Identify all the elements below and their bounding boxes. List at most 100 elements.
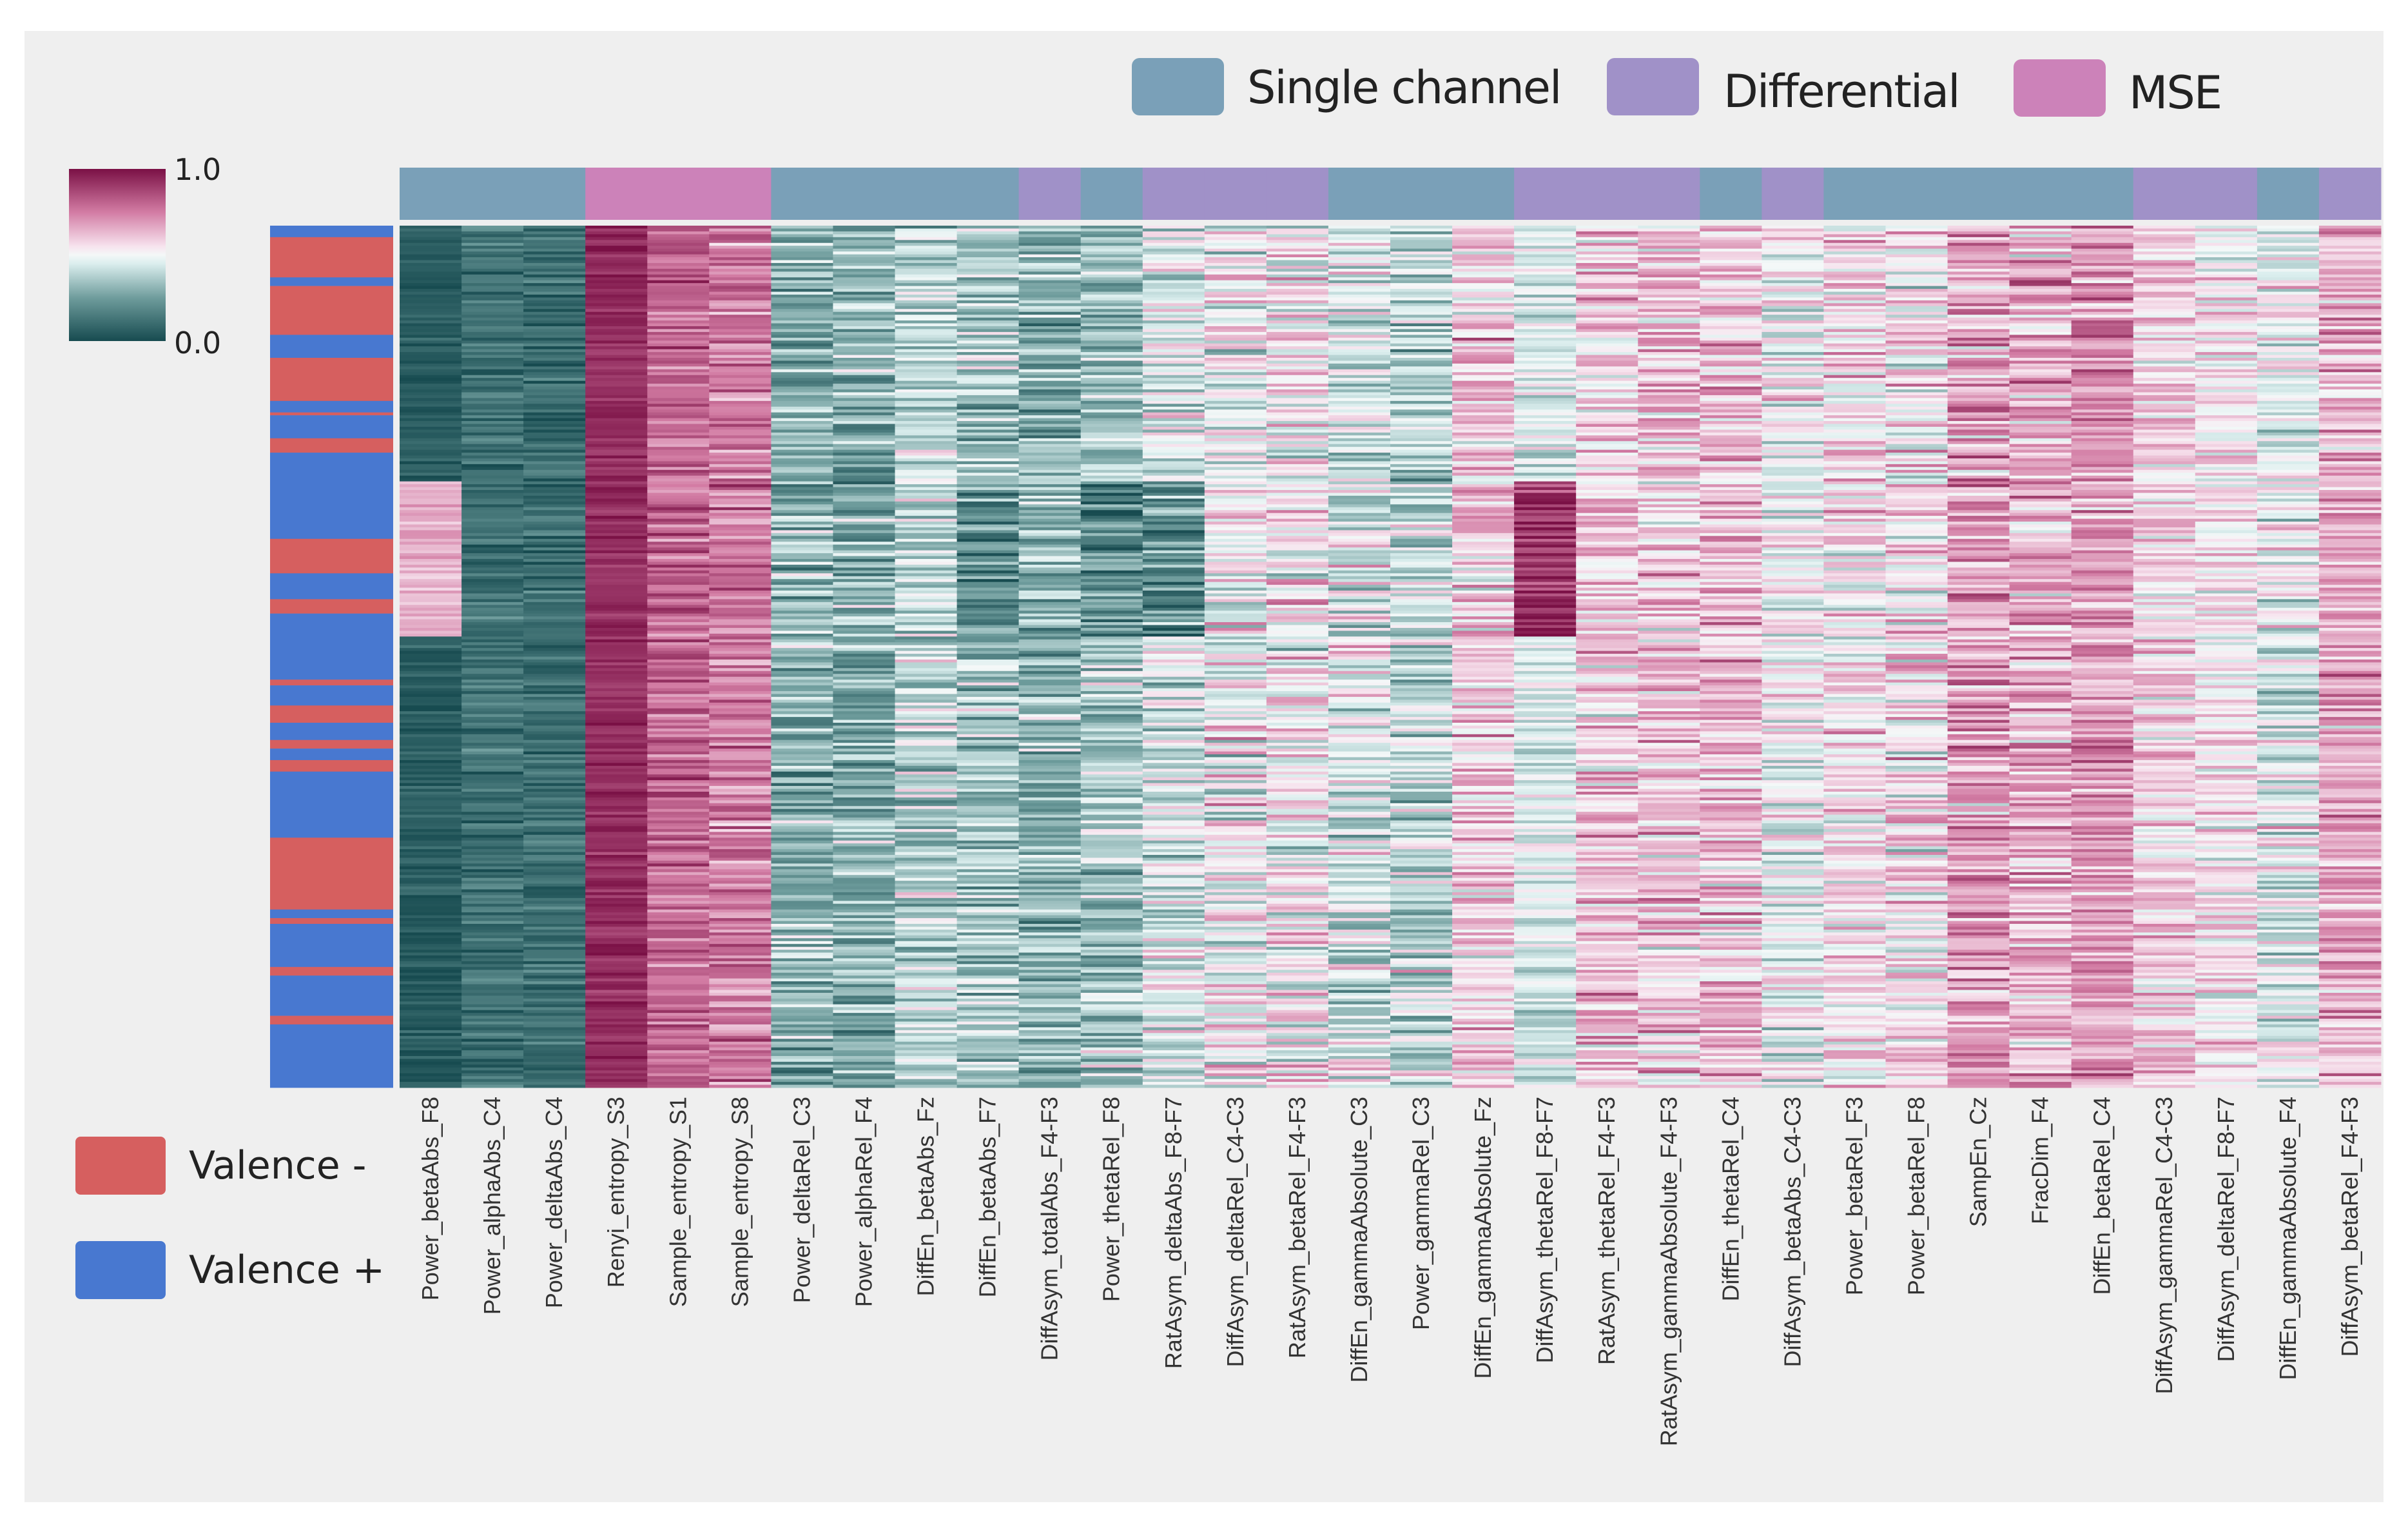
heatmap-cell (709, 765, 772, 769)
heatmap-cell (1018, 587, 1082, 591)
heatmap-cell (1018, 923, 1082, 927)
heatmap-cell (956, 749, 1020, 752)
heatmap-cell (709, 481, 772, 485)
heatmap-cell (1266, 708, 1329, 712)
heatmap-cell (461, 1055, 524, 1059)
heatmap-cell (895, 248, 958, 252)
heatmap-cell (585, 1033, 648, 1037)
heatmap-cell (400, 246, 462, 250)
heatmap-cell (400, 389, 462, 393)
heatmap-cell (956, 654, 1020, 657)
heatmap-cell (461, 737, 524, 741)
heatmap-cell (1142, 498, 1205, 502)
heatmap-cell (1204, 277, 1267, 281)
heatmap-cell (895, 794, 958, 798)
heatmap-cell (771, 429, 833, 433)
heatmap-cell (833, 516, 895, 519)
heatmap-cell (1328, 504, 1391, 508)
heatmap-cell (400, 728, 462, 732)
heatmap-cell (1328, 1076, 1391, 1080)
heatmap-cell (523, 700, 586, 703)
heatmap-cell (1266, 837, 1329, 841)
heatmap-cell (833, 694, 895, 698)
heatmap-cell (956, 226, 1020, 229)
heatmap-cell (523, 1055, 586, 1059)
heatmap-cell (523, 315, 586, 318)
heatmap-cell (400, 688, 462, 692)
heatmap-cell (647, 375, 710, 378)
heatmap-cell (1080, 490, 1143, 493)
heatmap-cell (1080, 320, 1143, 324)
heatmap-cell (461, 702, 524, 706)
heatmap-cell (585, 935, 648, 939)
heatmap-cell (523, 266, 586, 269)
heatmap-cell (461, 946, 524, 950)
heatmap-cell (461, 607, 524, 611)
heatmap-cell (709, 886, 772, 890)
heatmap-cell (1204, 714, 1267, 718)
heatmap-cell (1328, 363, 1391, 367)
heatmap-cell (1204, 1027, 1267, 1031)
heatmap-cell (647, 820, 710, 824)
heatmap-cell (709, 234, 772, 238)
heatmap-cell (400, 843, 462, 847)
heatmap-cell (709, 846, 772, 850)
heatmap-cell (1328, 941, 1391, 945)
heatmap-cell (895, 929, 958, 933)
heatmap-cell (585, 237, 648, 240)
heatmap-cell (1018, 843, 1082, 847)
heatmap-cell (523, 286, 586, 289)
heatmap-cell (1390, 458, 1453, 462)
heatmap-cell (1204, 642, 1267, 646)
heatmap-cell (895, 562, 958, 565)
heatmap-cell (461, 903, 524, 907)
valence-segment (270, 685, 393, 706)
heatmap-cell (523, 337, 586, 341)
heatmap-cell (400, 375, 462, 378)
heatmap-cell (833, 702, 895, 706)
heatmap-cell (1204, 636, 1267, 640)
heatmap-cell (1080, 946, 1143, 950)
heatmap-cell (833, 743, 895, 747)
heatmap-cell (833, 846, 895, 850)
heatmap-cell (1328, 720, 1391, 723)
heatmap-cell (1204, 688, 1267, 692)
heatmap-cell (461, 938, 524, 942)
heatmap-cell (647, 926, 710, 930)
heatmap-cell (1328, 435, 1391, 439)
heatmap-cell (1390, 467, 1453, 471)
heatmap-cell (1080, 518, 1143, 522)
heatmap-cell (895, 690, 958, 694)
heatmap-cell (523, 717, 586, 720)
heatmap-cell (523, 513, 586, 516)
heatmap-cell (833, 889, 895, 893)
heatmap-cell (1142, 662, 1205, 666)
heatmap-cell (523, 656, 586, 660)
heatmap-cell (895, 636, 958, 640)
heatmap-cell (1204, 582, 1267, 585)
heatmap-cell (771, 280, 833, 284)
heatmap-cell (400, 832, 462, 836)
heatmap-cell (647, 585, 710, 588)
heatmap-cell (647, 234, 710, 238)
heatmap-cell (461, 855, 524, 858)
heatmap-cell (1142, 929, 1205, 933)
heatmap-cell (1018, 685, 1082, 689)
heatmap-cell (956, 337, 1020, 341)
heatmap-cell (523, 636, 586, 640)
heatmap-cell (1142, 935, 1205, 939)
heatmap-cell (709, 823, 772, 827)
heatmap-cell (1390, 369, 1453, 373)
heatmap-cell (1266, 656, 1329, 660)
heatmap-cell (647, 607, 710, 611)
heatmap-cell (1080, 369, 1143, 373)
heatmap-cell (1266, 843, 1329, 847)
heatmap-cell (895, 800, 958, 804)
heatmap-cell (771, 384, 833, 387)
heatmap-cell (1328, 257, 1391, 260)
heatmap-cell (1204, 602, 1267, 605)
heatmap-cell (709, 794, 772, 798)
heatmap-cell (1080, 662, 1143, 666)
heatmap-cell (400, 749, 462, 752)
heatmap-cell (400, 297, 462, 301)
